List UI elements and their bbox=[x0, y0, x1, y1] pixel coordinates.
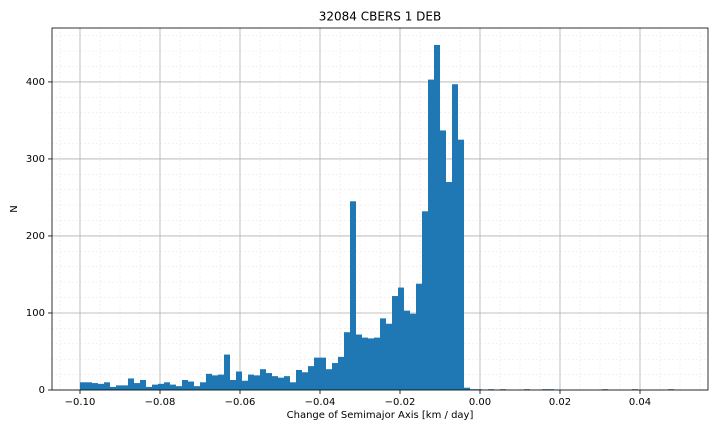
bar bbox=[218, 374, 224, 390]
bar bbox=[320, 357, 326, 390]
x-tick-label: 0.04 bbox=[629, 397, 651, 408]
y-tick-label: 400 bbox=[26, 77, 45, 88]
bar bbox=[92, 383, 98, 390]
bar bbox=[212, 375, 218, 390]
bar bbox=[230, 379, 236, 390]
x-tick-label: −0.08 bbox=[145, 397, 176, 408]
bar bbox=[140, 379, 146, 390]
y-tick-label: 300 bbox=[26, 154, 45, 165]
bar bbox=[404, 310, 410, 390]
plot-frame bbox=[51, 27, 709, 391]
bar bbox=[158, 383, 164, 390]
bar bbox=[242, 380, 248, 390]
bar bbox=[104, 382, 110, 390]
y-tick-label: 200 bbox=[26, 231, 45, 242]
bar bbox=[368, 338, 374, 390]
bar bbox=[344, 332, 350, 390]
bar bbox=[452, 84, 458, 391]
bar bbox=[332, 363, 338, 390]
bar bbox=[434, 44, 440, 391]
bar bbox=[314, 357, 320, 390]
bar bbox=[308, 366, 314, 390]
bar bbox=[248, 374, 254, 390]
bar bbox=[266, 373, 272, 390]
bar bbox=[164, 382, 170, 390]
chart-title: 32084 CBERS 1 DEB bbox=[319, 10, 441, 24]
x-tick-label: −0.04 bbox=[305, 397, 336, 408]
bar bbox=[272, 376, 278, 390]
bar bbox=[254, 375, 260, 390]
x-tick-label: −0.02 bbox=[385, 397, 416, 408]
bar bbox=[152, 384, 158, 390]
y-tick-label: 0 bbox=[39, 385, 45, 396]
bar bbox=[440, 130, 446, 390]
bar bbox=[170, 384, 176, 390]
bar bbox=[200, 382, 206, 390]
bar bbox=[374, 337, 380, 390]
bar bbox=[458, 139, 464, 390]
bar bbox=[224, 354, 230, 390]
y-axis-label: N bbox=[9, 205, 20, 212]
bar bbox=[416, 283, 422, 390]
bar bbox=[386, 323, 392, 390]
bar bbox=[128, 378, 134, 390]
bar bbox=[194, 386, 200, 390]
x-tick-label: 0.00 bbox=[469, 397, 491, 408]
bar bbox=[236, 371, 242, 390]
x-tick-label: −0.06 bbox=[225, 397, 256, 408]
bar bbox=[338, 356, 344, 390]
bar bbox=[296, 369, 302, 390]
bar bbox=[206, 373, 212, 390]
bar bbox=[392, 296, 398, 390]
x-axis-label: Change of Semimajor Axis [km / day] bbox=[287, 410, 474, 421]
bar bbox=[278, 377, 284, 390]
bar bbox=[356, 334, 362, 390]
bar bbox=[422, 211, 428, 390]
bar bbox=[428, 79, 434, 391]
y-tick-label: 100 bbox=[26, 308, 45, 319]
bar bbox=[464, 387, 470, 390]
bar bbox=[446, 182, 452, 390]
bar bbox=[290, 382, 296, 390]
x-tick-label: −0.10 bbox=[65, 397, 96, 408]
bar bbox=[260, 369, 266, 390]
bar bbox=[398, 287, 404, 390]
bar bbox=[362, 337, 368, 390]
bar bbox=[80, 382, 86, 390]
bar bbox=[284, 376, 290, 390]
bar bbox=[302, 372, 308, 390]
bar bbox=[86, 382, 92, 390]
bar bbox=[176, 386, 182, 390]
bar bbox=[182, 379, 188, 390]
bar bbox=[110, 386, 116, 390]
x-tick-label: 0.02 bbox=[549, 397, 571, 408]
bar bbox=[410, 313, 416, 390]
bar bbox=[380, 318, 386, 390]
bar bbox=[326, 369, 332, 390]
bar bbox=[116, 385, 122, 390]
bar bbox=[122, 385, 128, 390]
bar bbox=[146, 386, 152, 390]
bar bbox=[188, 381, 194, 390]
bar bbox=[98, 383, 104, 390]
bar bbox=[350, 201, 356, 390]
bar bbox=[134, 383, 140, 390]
